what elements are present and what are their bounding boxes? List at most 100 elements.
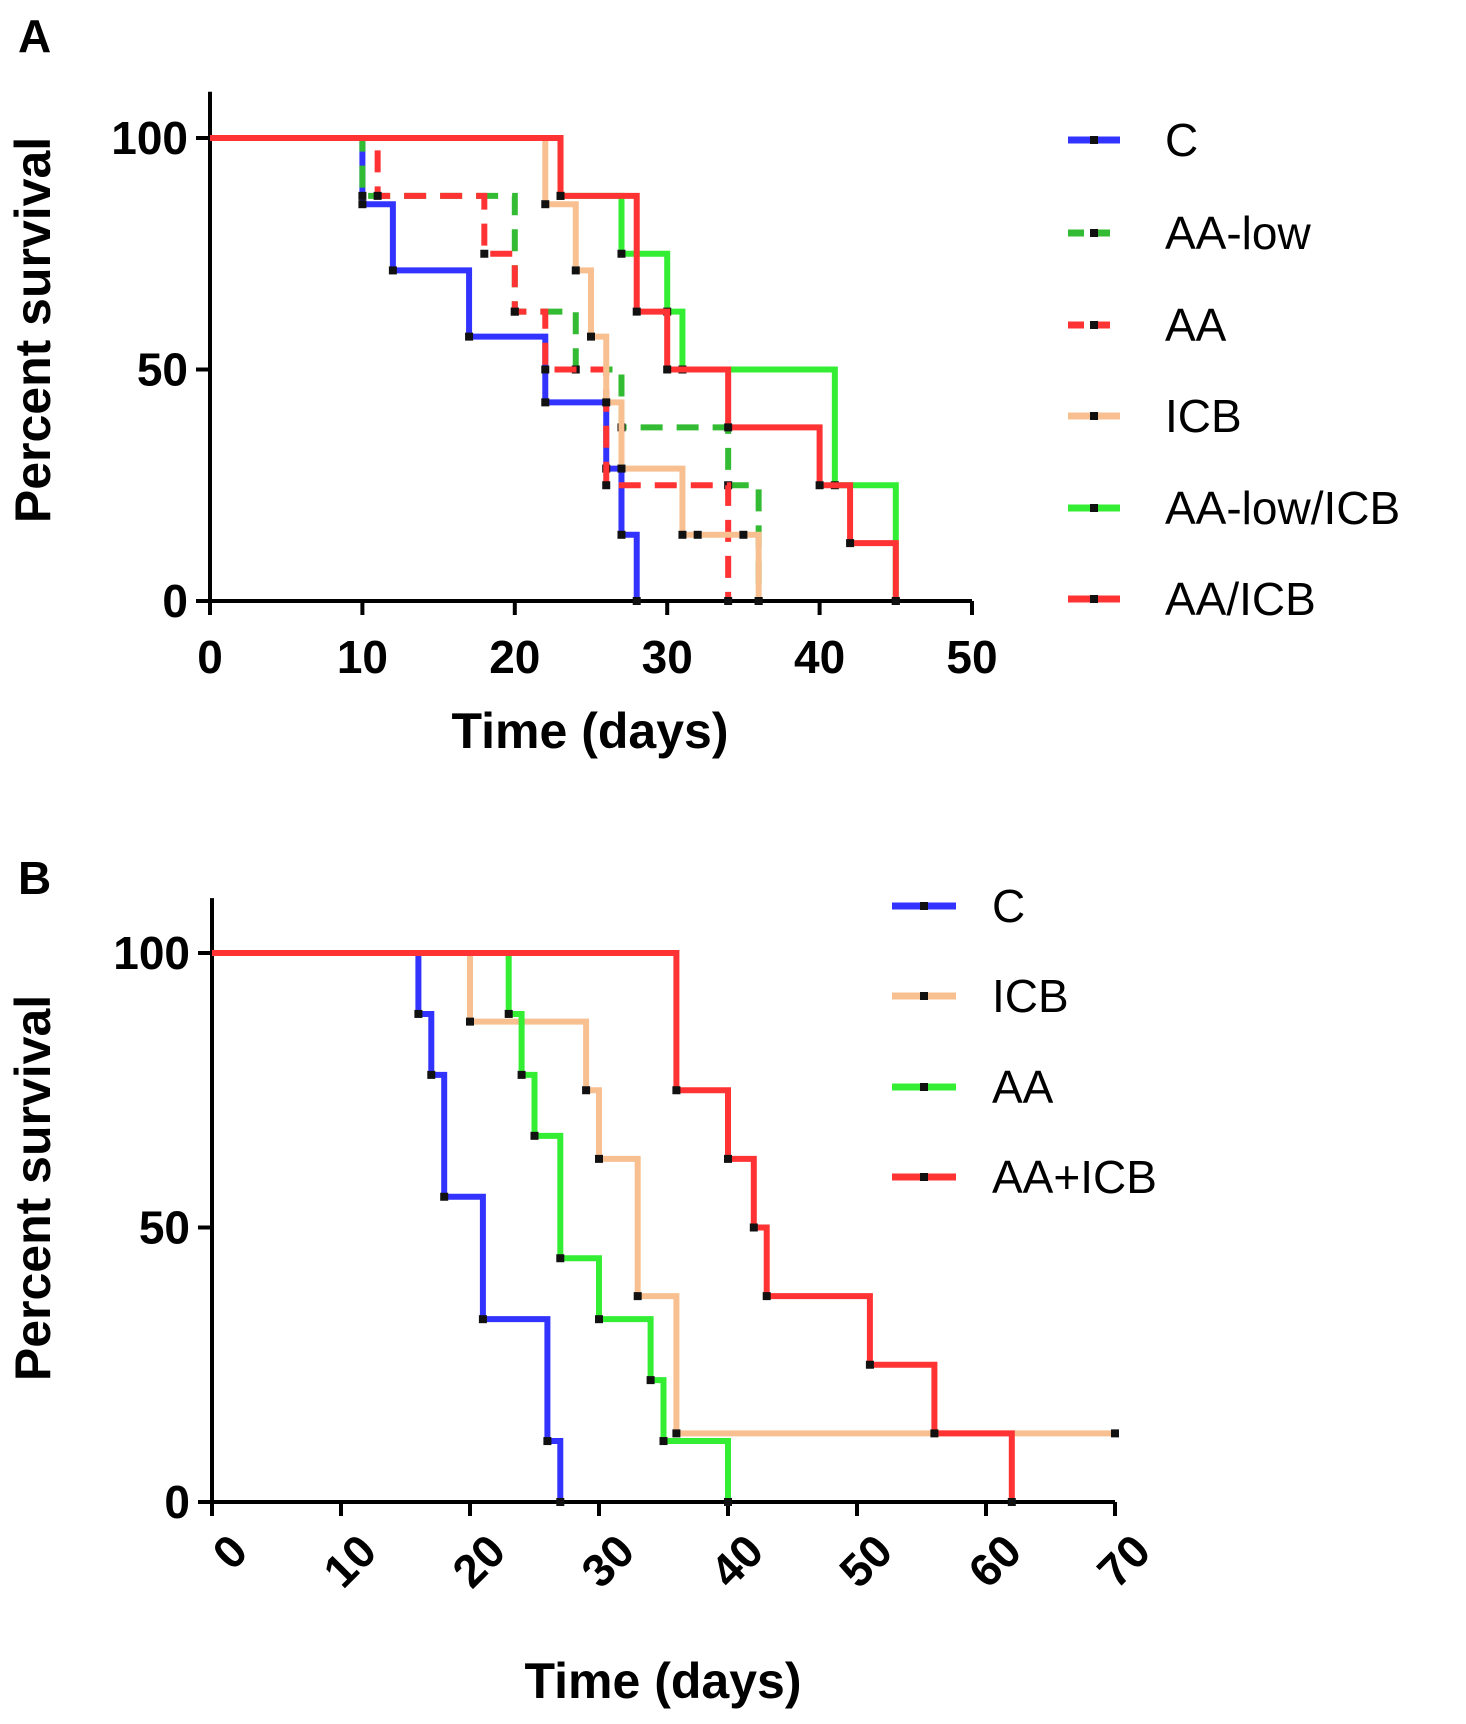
survival-curve [210,135,899,601]
event-marker [541,200,550,209]
legend-label: AA-low [1165,207,1311,259]
survival-curve [210,135,899,601]
event-marker [465,332,474,341]
event-marker [724,1498,732,1506]
event-marker [754,597,763,605]
event-marker [1111,1429,1119,1438]
legend-marker [1090,412,1098,420]
x-tick-label: 40 [794,631,845,683]
legend-item: AA+ICB [892,1151,1157,1203]
legend-item: C [1068,114,1198,166]
event-marker [724,1154,732,1163]
event-marker [739,530,748,539]
legend-label: AA-low/ICB [1165,482,1400,534]
survival-curve [212,950,1115,1437]
legend-label: AA [1165,299,1227,351]
x-tick-label: 10 [313,1524,386,1597]
legend-marker [1090,136,1098,144]
legend-label: AA [992,1061,1054,1113]
survival-curve [210,135,732,601]
event-marker [440,1192,449,1201]
panel-B: B 0 50 100 0 10 20 30 40 50 60 70 Percent survival Ti… [5,852,1160,1709]
series-ICB [212,950,1119,1438]
event-marker [632,307,641,316]
event-marker [587,332,595,341]
legend-item: AA [1068,299,1227,351]
x-axis-title: Time (days) [452,703,729,759]
event-marker [663,365,672,374]
x-tick-label: 30 [571,1524,644,1597]
event-marker [646,1376,655,1385]
x-tick-label: 0 [197,631,223,683]
x-tick-label: 0 [202,1524,257,1579]
event-marker [556,1254,565,1263]
event-marker [865,1360,874,1369]
x-tick-label: 20 [489,631,540,683]
panel-A: A 0 50 100 0 10 20 30 40 50 Percent survival Time (… [5,10,1400,759]
event-marker [749,1223,758,1232]
event-marker [556,1498,565,1506]
event-marker [510,307,519,316]
legend-label: C [992,880,1025,932]
event-marker [517,1070,526,1079]
event-marker [678,530,687,539]
event-marker [633,1292,642,1301]
event-marker [541,398,550,407]
legend-item: AA-low [1068,207,1311,259]
event-marker [1007,1498,1016,1506]
y-axis-title: Percent survival [5,137,61,523]
series-C [212,950,565,1506]
legend-label: ICB [992,970,1069,1022]
event-marker [466,1017,474,1026]
legend-label: C [1165,114,1198,166]
event-marker [632,597,641,605]
panel-letter: B [18,852,51,904]
x-tick-label: 30 [642,631,693,683]
event-marker [930,1429,939,1438]
event-marker [891,597,900,605]
event-marker [543,1437,552,1446]
y-axis-title: Percent survival [5,995,61,1381]
x-tick-label: 20 [442,1524,515,1597]
series-AA+ICB [212,950,1016,1506]
y-tick-label: 50 [137,344,188,396]
legend-marker [920,992,928,1000]
legend-marker [1090,595,1098,603]
legend-item: ICB [1068,390,1242,442]
event-marker [530,1131,539,1140]
y-tick-label: 100 [113,927,190,979]
event-marker [358,191,367,200]
series-AA [212,950,732,1506]
event-marker [672,1429,681,1438]
legend-label: AA+ICB [992,1151,1157,1203]
x-axis-title: Time (days) [525,1653,802,1709]
event-marker [693,530,702,539]
event-marker [541,365,550,374]
y-tick-label: 50 [139,1202,190,1254]
panel-letter: A [18,10,51,62]
event-marker [846,539,855,548]
series-AA/ICB [210,135,900,605]
x-tick-label: 10 [337,631,388,683]
legend-label: ICB [1165,390,1242,442]
event-marker [815,481,824,490]
event-marker [724,597,733,605]
event-marker [478,1315,487,1324]
event-marker [602,481,611,490]
legend-item: ICB [892,970,1069,1022]
legend-item: AA/ICB [1068,573,1316,625]
x-tick-label: 50 [946,631,997,683]
x-tick-label: 50 [829,1524,902,1597]
event-marker [373,191,382,200]
event-marker [358,200,367,209]
survival-curve [210,135,640,601]
x-tick-label: 60 [958,1524,1031,1597]
event-marker [617,464,626,473]
survival-curve [212,950,731,1502]
event-marker [556,191,565,200]
series-AA [210,135,733,605]
legend-label: AA/ICB [1165,573,1316,625]
event-marker [504,1009,513,1018]
event-marker [595,1315,603,1324]
